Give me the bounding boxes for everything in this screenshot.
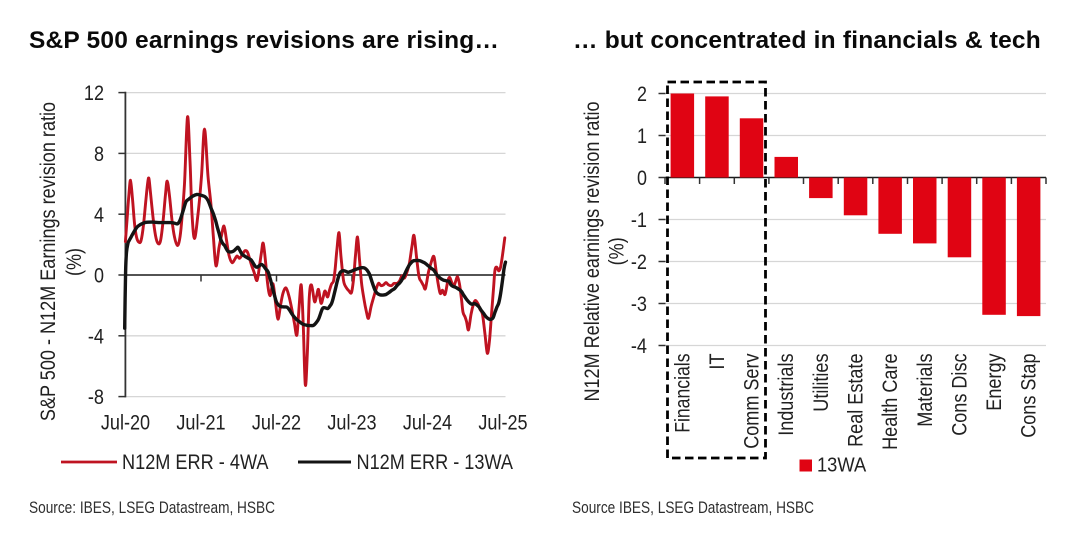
svg-text:0: 0 <box>94 264 104 288</box>
svg-text:13WA: 13WA <box>817 455 867 477</box>
svg-text:Utilities: Utilities <box>809 354 833 412</box>
svg-text:Industrials: Industrials <box>774 354 798 436</box>
svg-text:Jul-23: Jul-23 <box>327 411 376 435</box>
svg-text:Jul-20: Jul-20 <box>101 411 150 435</box>
svg-text:-2: -2 <box>631 250 647 274</box>
svg-text:0: 0 <box>637 166 647 190</box>
svg-text:Health Care: Health Care <box>878 354 902 450</box>
svg-text:Jul-25: Jul-25 <box>478 411 527 435</box>
svg-text:Source IBES, LSEG Datastream,: Source IBES, LSEG Datastream, HSBC <box>572 499 814 517</box>
svg-text:Source: IBES, LSEG Datastream,: Source: IBES, LSEG Datastream, HSBC <box>29 499 275 517</box>
svg-text:… but concentrated in financia: … but concentrated in financials & tech <box>573 27 1041 54</box>
svg-text:-3: -3 <box>631 292 647 316</box>
svg-text:N12M Relative earnings revisio: N12M Relative earnings revision ratio <box>580 101 604 401</box>
svg-text:S&P 500 earnings revisions are: S&P 500 earnings revisions are rising… <box>29 27 499 54</box>
svg-text:12: 12 <box>84 81 104 105</box>
svg-text:Jul-24: Jul-24 <box>403 411 452 435</box>
svg-text:Energy: Energy <box>982 353 1006 410</box>
svg-text:S&P 500 - N12M Earnings revisi: S&P 500 - N12M Earnings revision ratio <box>36 102 60 421</box>
svg-text:(%): (%) <box>62 248 86 276</box>
svg-text:Jul-22: Jul-22 <box>252 411 301 435</box>
svg-text:8: 8 <box>94 142 104 166</box>
svg-text:-4: -4 <box>88 324 104 348</box>
svg-text:N12M ERR - 13WA: N12M ERR - 13WA <box>357 450 514 474</box>
svg-text:Real Estate: Real Estate <box>844 354 868 447</box>
svg-text:Cons Disc: Cons Disc <box>947 353 971 436</box>
svg-text:Financials: Financials <box>670 354 694 433</box>
svg-text:1: 1 <box>637 124 647 148</box>
svg-text:Cons Stap: Cons Stap <box>1017 353 1041 437</box>
svg-text:-8: -8 <box>88 385 104 409</box>
svg-text:IT: IT <box>705 354 729 370</box>
svg-text:Jul-21: Jul-21 <box>176 411 225 435</box>
svg-text:-4: -4 <box>631 334 647 358</box>
svg-text:N12M ERR - 4WA: N12M ERR - 4WA <box>122 450 269 474</box>
svg-text:-1: -1 <box>631 208 647 232</box>
svg-text:2: 2 <box>637 82 647 106</box>
svg-text:4: 4 <box>94 203 104 227</box>
svg-text:(%): (%) <box>605 237 629 265</box>
svg-text:Materials: Materials <box>913 354 937 427</box>
svg-text:Comm Serv: Comm Serv <box>740 353 764 449</box>
